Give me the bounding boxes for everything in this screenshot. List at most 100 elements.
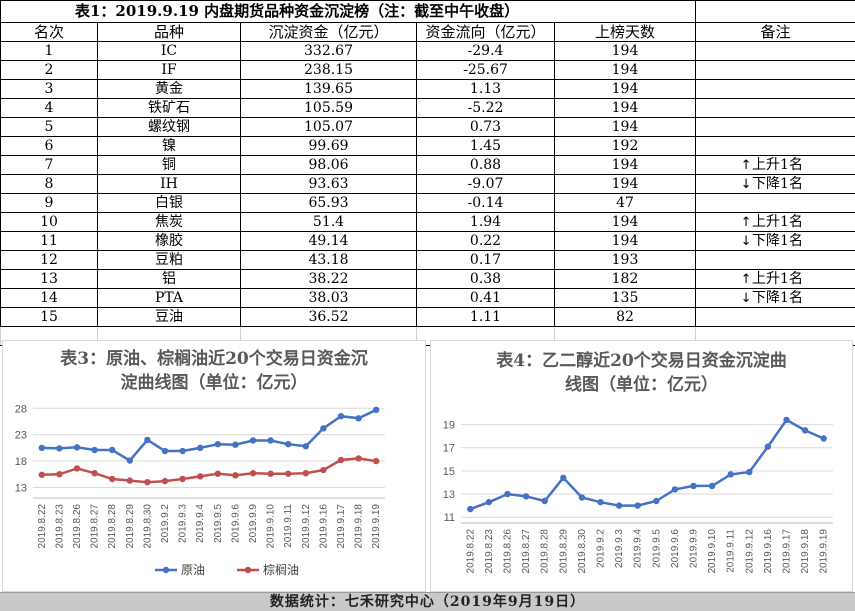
rank-cell: 15: [0, 307, 98, 327]
chart-panel-crude-palm: 表3：原油、棕榈油近20个交易日资金沉 淀曲线图（单位：亿元） 13 18 23 28…: [2, 340, 426, 592]
remark-text: 下降1名: [752, 289, 803, 306]
remark-cell: ↑上升1名: [695, 155, 855, 175]
header-name: 品种: [97, 22, 241, 42]
remark-cell: ↑上升1名: [695, 212, 855, 232]
data-point: [302, 443, 309, 450]
data-point: [267, 470, 274, 477]
fund-cell: 105.07: [240, 117, 417, 137]
x-tick-label: 2019.8.29: [125, 504, 136, 549]
remark-cell: ↑上升1名: [695, 269, 855, 289]
flow-cell: 0.73: [416, 117, 555, 137]
table-row: 15 豆油 36.52 1.11 82: [0, 307, 855, 327]
y-tick-label: 17: [443, 443, 455, 455]
x-tick-label: 2019.8.22: [465, 529, 476, 574]
data-point: [783, 416, 790, 424]
y-tick-label: 18: [15, 456, 27, 468]
data-point: [109, 446, 116, 454]
legend-label: 棕榈油: [263, 562, 299, 577]
x-tick-label: 2019.9.9: [248, 504, 259, 543]
header-rank: 名次: [0, 22, 98, 42]
data-point: [179, 447, 186, 455]
data-point: [73, 444, 81, 451]
rank-cell: 11: [0, 231, 98, 251]
chart4-plot: 11 13 15 17 19 2019.8.22 2019.8.23 2019.8.26 201…: [443, 416, 833, 574]
fund-cell: 238.15: [240, 60, 417, 80]
rank-cell: 1: [0, 41, 98, 61]
table-row: 13 铝 38.22 0.38 182 ↑上升1名: [0, 269, 855, 289]
days-cell: 182: [553, 269, 697, 289]
data-point: [91, 446, 98, 454]
data-point: [38, 444, 45, 452]
data-point: [249, 437, 257, 444]
table-row: 8 IH 93.63 -9.07 194 ↓下降1名: [0, 174, 855, 194]
rank-cell: 6: [0, 136, 98, 156]
data-point: [126, 457, 133, 464]
days-cell: 193: [553, 250, 697, 270]
data-point: [727, 471, 734, 478]
table-row: 3 黄金 139.65 1.13 194: [0, 79, 855, 99]
data-point: [56, 471, 63, 478]
data-point: [126, 477, 133, 484]
remark-cell: [695, 193, 855, 213]
flow-cell: 0.88: [416, 155, 555, 175]
y-tick-label: 19: [443, 420, 455, 432]
name-cell: IC: [97, 41, 241, 61]
header-fund: 沉淀资金（亿元）: [240, 22, 417, 42]
fund-cell: 139.65: [240, 79, 417, 99]
table-title-blank: [695, 0, 855, 23]
data-point: [232, 472, 239, 479]
flow-cell: -9.07: [416, 174, 555, 194]
data-point: [597, 498, 604, 506]
remark-text: 上升1名: [752, 156, 803, 173]
x-tick-label: 2019.8.29: [558, 529, 569, 574]
days-cell: 194: [553, 231, 697, 251]
x-tick-label: 2019.9.10: [707, 529, 718, 574]
table-row: 7 铜 98.06 0.88 194 ↑上升1名: [0, 155, 855, 175]
rank-cell: 5: [0, 117, 98, 137]
rank-cell: 8: [0, 174, 98, 194]
data-point: [373, 406, 380, 414]
x-tick-label: 2019.8.26: [72, 504, 83, 549]
header-days: 上榜天数: [553, 22, 697, 42]
remark-cell: [695, 136, 855, 156]
remark-text: 上升1名: [752, 213, 803, 230]
x-tick-label: 2019.9.3: [178, 504, 189, 543]
data-point: [560, 474, 567, 482]
data-point: [355, 455, 362, 462]
series-line: [469, 418, 825, 511]
x-tick-label: 2019.8.23: [54, 504, 65, 549]
y-tick-label: 13: [15, 482, 27, 494]
remark-cell: [695, 117, 855, 137]
flow-cell: 0.38: [416, 269, 555, 289]
table-body: 1 IC 332.67 -29.4 194 2 IF 238.15 -25.67 194 3 黄金 13…: [0, 41, 855, 327]
header-flow: 资金流向（亿元）: [416, 22, 555, 42]
fund-cell: 65.93: [240, 193, 417, 213]
arrow-down-icon: ↓: [740, 176, 752, 192]
days-cell: 47: [553, 193, 697, 213]
table-row: 4 铁矿石 105.59 -5.22 194: [0, 98, 855, 118]
remark-cell: [695, 250, 855, 270]
rank-cell: 4: [0, 98, 98, 118]
remark-cell: [695, 60, 855, 80]
flow-cell: 1.94: [416, 212, 555, 232]
fund-cell: 105.59: [240, 98, 417, 118]
chart3-plot: 13 18 23 28 2019.8.22 2019.8.23 2019.8.26 2019.…: [15, 403, 385, 577]
remark-text: 下降1名: [752, 232, 803, 249]
fund-cell: 99.69: [240, 136, 417, 156]
table-title: 表1：2019.9.19 内盘期货品种资金沉淀榜（注：截至中午收盘）: [0, 0, 697, 23]
name-cell: 镍: [97, 136, 241, 156]
flow-cell: 1.45: [416, 136, 555, 156]
data-point: [653, 497, 660, 505]
data-point: [522, 493, 530, 500]
flow-cell: 0.22: [416, 231, 555, 251]
x-tick-label: 2019.9.2: [596, 529, 607, 568]
name-cell: 铜: [97, 155, 241, 175]
legend-label: 原油: [181, 563, 205, 577]
chart3-title-line1: 表3：原油、棕榈油近20个交易日资金沉: [60, 349, 368, 369]
rank-cell: 9: [0, 193, 98, 213]
x-tick-label: 2019.9.5: [651, 529, 662, 568]
rank-cell: 2: [0, 60, 98, 80]
remark-text: 上升1名: [752, 270, 803, 287]
data-point: [285, 440, 292, 448]
arrow-down-icon: ↓: [740, 233, 752, 249]
